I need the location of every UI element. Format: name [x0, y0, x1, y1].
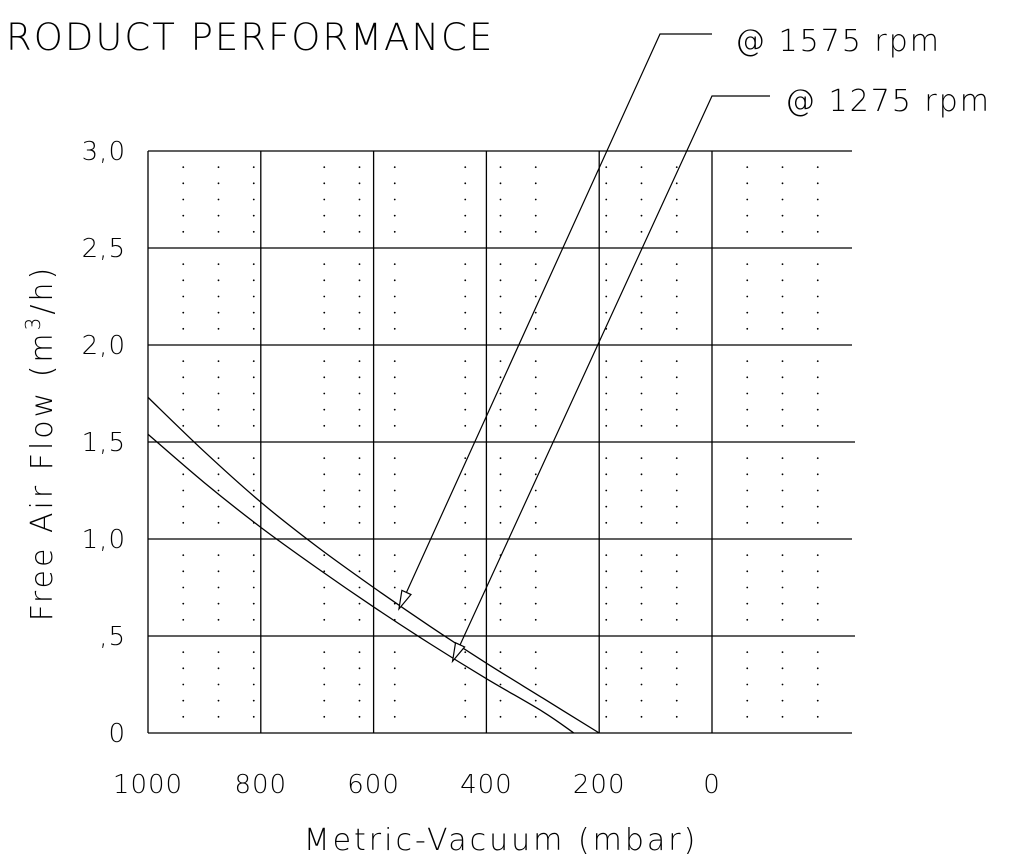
- x-tick-label-5: 0: [703, 770, 721, 800]
- x-tick-label-2: 600: [347, 770, 400, 800]
- callout-label-1275: @ 1275 rpm: [785, 84, 991, 119]
- x-tick-label-0: 1000: [113, 770, 183, 800]
- tick-layer: 1000 800 600 400 200 0 0 ,5 1,0 1,5 2,0 2,5 3,0: [82, 137, 721, 800]
- x-axis-label: Metric-Vacuum (mbar): [304, 823, 699, 858]
- y-tick-label-3: 1,5: [82, 428, 126, 458]
- y-axis-label-superscript: 3: [21, 315, 45, 331]
- x-tick-label-1: 800: [234, 770, 287, 800]
- callout-arrowhead-0: [398, 589, 412, 611]
- y-axis-label-prefix: Free Air Flow (m: [25, 330, 60, 621]
- y-tick-label-0: 0: [108, 719, 126, 749]
- minor-dot-grid: [182, 166, 819, 718]
- x-tick-label-4: 200: [573, 770, 626, 800]
- callout-leader-1: [452, 95, 770, 662]
- grid-layer: [147, 150, 855, 734]
- series-line-0: [147, 396, 600, 734]
- callout-layer: [398, 33, 770, 664]
- y-tick-label-2: 1,0: [82, 525, 126, 555]
- callout-leader-0: [398, 33, 712, 610]
- callout-arrowhead-1: [451, 641, 466, 664]
- curve-layer: [147, 396, 600, 734]
- chart-title: RODUCT PERFORMANCE: [6, 16, 494, 59]
- y-tick-label-4: 2,0: [82, 331, 126, 361]
- y-tick-label-6: 3,0: [82, 137, 126, 167]
- y-axis-label: Free Air Flow (m3/h): [21, 265, 60, 621]
- x-tick-label-3: 400: [460, 770, 513, 800]
- callout-label-1575: @ 1575 rpm: [735, 24, 941, 59]
- y-tick-label-1: ,5: [99, 622, 126, 652]
- y-axis-label-suffix: /h): [25, 265, 60, 315]
- y-tick-label-5: 2,5: [82, 234, 126, 264]
- series-line-1: [147, 433, 575, 734]
